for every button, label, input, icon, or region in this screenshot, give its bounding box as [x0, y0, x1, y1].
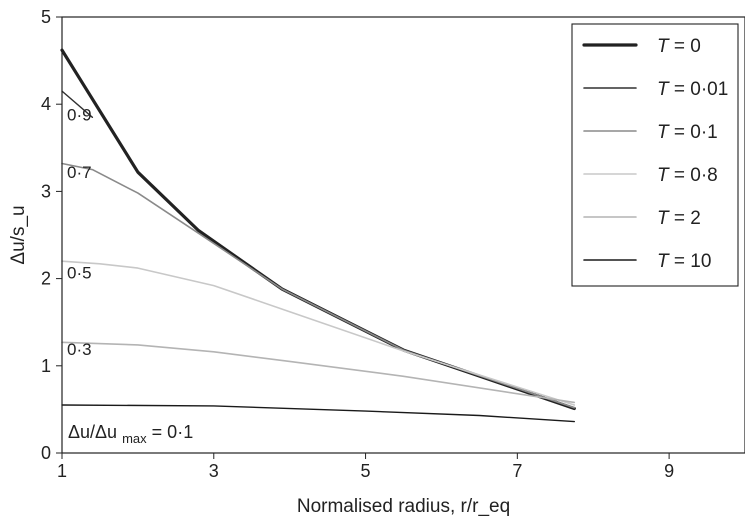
bottom-annotation-text: Δu/Δu max = 0·1: [68, 422, 193, 447]
legend-value: = 0·8: [669, 165, 718, 186]
legend-variable: T: [657, 208, 670, 229]
y-ticks: 0 1 2 3 4 5: [41, 7, 62, 463]
y-tick-label: 4: [41, 94, 51, 114]
series-layer: [60, 48, 576, 423]
y-tick-label: 1: [41, 356, 51, 376]
x-ticks: 1 3 5 7 9: [57, 453, 674, 481]
x-axis-label: Normalised radius, r/r_eq: [297, 496, 510, 517]
legend-value: = 0·1: [669, 122, 718, 143]
legend-variable: T: [657, 165, 670, 186]
x-axis-label-text: Normalised radius, r/r_eq: [297, 496, 510, 517]
series-line-t-2: [61, 341, 576, 404]
legend-variable: T: [657, 36, 670, 57]
series-line-t-0-01: [61, 90, 94, 118]
bottom-annotation-subscript: max: [122, 431, 147, 446]
series-line-t-0-1: [61, 162, 576, 409]
legend-entry-label: T = 0·1: [657, 122, 718, 143]
bottom-annotation-prefix: Δu/Δu: [68, 422, 117, 442]
y-axis-label: Δu/s_u: [8, 205, 29, 264]
legend-variable: T: [657, 122, 670, 143]
legend-items: T = 0T = 0·01T = 0·1T = 0·8T = 2T = 10: [582, 36, 728, 272]
y-tick-label: 2: [41, 269, 51, 289]
y-axis-label-text: Δu/s_u: [8, 205, 29, 264]
legend-box: [571, 23, 739, 287]
legend-entry-label: T = 0·8: [657, 165, 718, 186]
x-tick-label: 3: [209, 461, 219, 481]
x-tick-label: 9: [664, 461, 674, 481]
bottom-annotation: Δu/Δu max = 0·1: [68, 422, 193, 447]
contour-annotation-label: 0·7: [67, 163, 92, 182]
legend-entry-label: T = 0: [657, 36, 701, 57]
y-tick-label: 3: [41, 181, 51, 201]
x-tick-label: 1: [57, 461, 67, 481]
legend: T = 0T = 0·01T = 0·1T = 0·8T = 2T = 10: [571, 23, 739, 287]
x-tick-label: 5: [361, 461, 371, 481]
legend-variable: T: [657, 251, 670, 272]
x-tick-label: 7: [512, 461, 522, 481]
legend-variable: T: [657, 79, 670, 100]
legend-entry-label: T = 10: [657, 251, 711, 272]
legend-entry-label: T = 2: [657, 208, 701, 229]
y-tick-label: 0: [41, 443, 51, 463]
legend-value: = 0: [669, 36, 701, 57]
plot-frame: [61, 16, 745, 454]
series-line-t-0-8: [61, 260, 576, 406]
annotation-layer: 0·9 0·7 0·5 0·3: [67, 106, 92, 360]
legend-entry-label: T = 0·01: [657, 79, 728, 100]
bottom-annotation-suffix: = 0·1: [152, 422, 194, 442]
series-line-t-10: [61, 404, 575, 423]
contour-annotation-label: 0·5: [67, 263, 92, 282]
legend-value: = 10: [669, 251, 712, 272]
contour-annotation-label: 0·9: [67, 106, 92, 125]
legend-value: = 2: [669, 208, 701, 229]
legend-value: = 0·01: [669, 79, 729, 100]
contour-annotation-label: 0·3: [67, 340, 92, 359]
y-tick-label: 5: [41, 7, 51, 27]
